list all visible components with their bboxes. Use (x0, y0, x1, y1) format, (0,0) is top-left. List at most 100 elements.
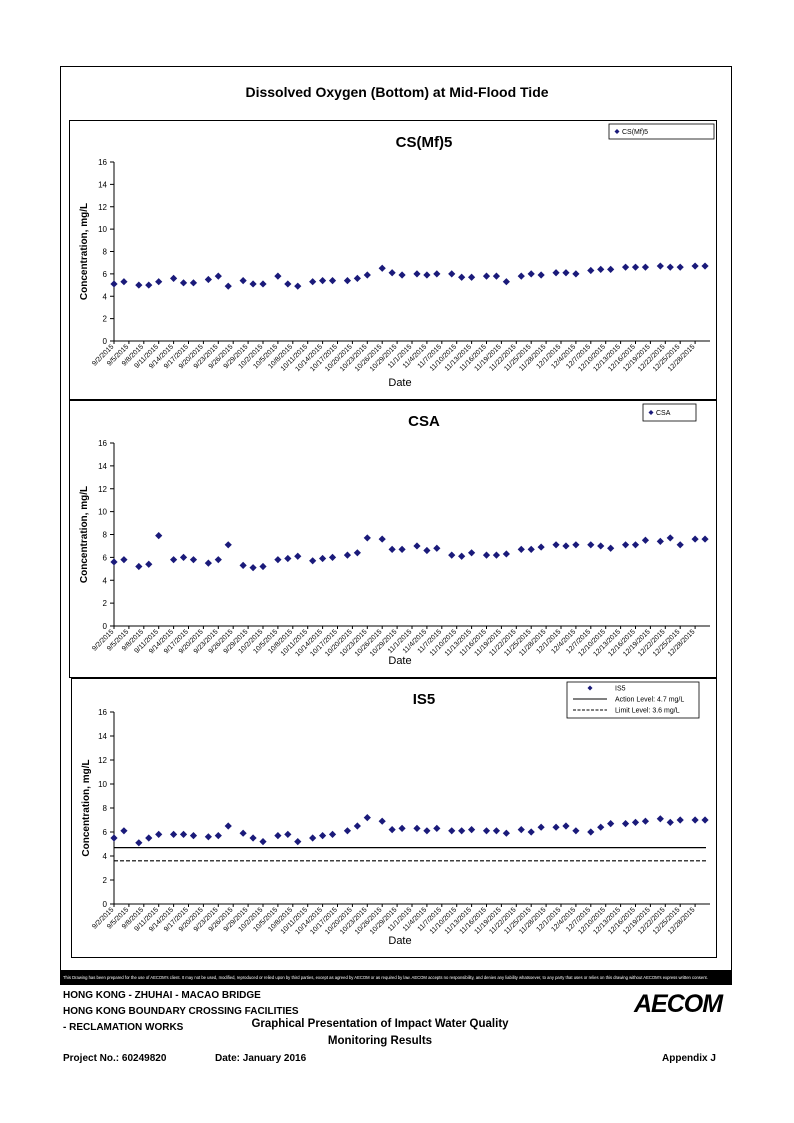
chart-area-border (69, 120, 717, 400)
data-point (597, 823, 605, 831)
data-point (482, 272, 491, 280)
data-point (597, 542, 605, 550)
data-point (259, 562, 267, 571)
data-point (656, 815, 664, 823)
data-point (145, 834, 153, 842)
legend-marker (614, 129, 620, 134)
data-point (458, 273, 466, 281)
chart-legend: CS(Mf)5 (608, 123, 715, 140)
data-point (641, 817, 650, 825)
data-point (656, 262, 664, 270)
y-tick-label: 2 (103, 315, 108, 324)
footer-project-line1: HONG KONG - ZHUHAI - MACAO BRIDGE (63, 990, 261, 1001)
data-point (641, 536, 650, 544)
data-point (259, 838, 267, 846)
data-point (517, 272, 525, 280)
data-point (155, 532, 163, 540)
data-point (701, 535, 709, 543)
y-tick-label: 12 (98, 485, 107, 494)
y-axis-label: Concentration, mg/L (81, 759, 92, 856)
y-tick-label: 8 (103, 531, 108, 540)
data-point (413, 270, 421, 278)
data-point (353, 822, 361, 830)
data-point (587, 828, 595, 836)
y-tick-label: 0 (103, 622, 108, 631)
footer-date: Date: January 2016 (215, 1053, 307, 1064)
y-axis-label: Concentration, mg/L (79, 203, 90, 300)
data-point (179, 279, 188, 287)
data-point (587, 541, 595, 549)
data-point (468, 826, 476, 834)
data-point (155, 278, 163, 286)
data-point (517, 826, 525, 834)
data-point (189, 279, 198, 287)
data-point (562, 542, 570, 550)
data-point (691, 535, 699, 543)
data-point (224, 541, 232, 549)
data-point (388, 826, 396, 834)
chart-legend: IS5 Action Level: 4.7 mg/L Limit Level: 3.… (566, 681, 700, 719)
y-tick-label: 8 (103, 804, 108, 813)
data-point (204, 559, 212, 567)
data-point (423, 271, 431, 279)
y-tick-label: 0 (103, 337, 108, 346)
main-title: Dissolved Oxygen (Bottom) at Mid-Flood T… (245, 84, 549, 100)
data-point (517, 545, 525, 553)
x-axis-label: Date (388, 655, 411, 667)
x-axis-label: Date (388, 377, 411, 389)
legend-box (642, 403, 697, 422)
data-point (259, 280, 267, 288)
legend-box (608, 123, 715, 140)
y-tick-label: 2 (103, 876, 108, 885)
y-tick-label: 10 (98, 225, 107, 234)
data-point (204, 833, 212, 841)
data-point (676, 541, 684, 549)
data-point (448, 827, 456, 835)
aecom-logo: AECOM (634, 990, 723, 1018)
y-tick-label: 16 (98, 708, 107, 717)
y-tick-label: 6 (103, 828, 108, 837)
y-tick-label: 6 (103, 553, 108, 562)
data-point (239, 829, 247, 837)
y-axis-label: Concentration, mg/L (79, 486, 90, 583)
chart-title: CS(Mf)5 (396, 134, 453, 151)
chart-area-border (69, 400, 717, 678)
data-point (562, 822, 570, 830)
data-point (135, 281, 143, 289)
footer-title-line2: Monitoring Results (327, 1035, 433, 1047)
y-tick-label: 4 (103, 292, 108, 301)
data-point (179, 553, 188, 561)
legend-label: Limit Level: 3.6 mg/L (615, 708, 680, 715)
data-point (224, 822, 232, 830)
footer-appendix: Appendix J (662, 1053, 716, 1064)
data-point (527, 828, 535, 836)
data-point (214, 272, 222, 280)
data-point (110, 834, 118, 842)
y-tick-label: 10 (98, 508, 107, 517)
data-point (353, 274, 361, 282)
y-tick-label: 14 (98, 462, 107, 471)
data-point (249, 834, 257, 842)
data-point (701, 262, 709, 270)
y-tick-label: 16 (98, 158, 107, 167)
footer-title-line1: Graphical Presentation of Impact Water Q… (251, 1018, 509, 1030)
data-point (482, 827, 491, 835)
data-point (691, 816, 699, 824)
data-point (145, 281, 153, 289)
legend-marker (587, 685, 593, 691)
data-point (527, 270, 535, 278)
data-point (502, 278, 510, 286)
data-point (631, 541, 640, 549)
y-tick-label: 10 (98, 780, 107, 789)
legend-label: CSA (656, 410, 671, 417)
legend-label: Action Level: 4.7 mg/L (615, 697, 684, 704)
data-point (701, 816, 709, 824)
footer-project-line3: - RECLAMATION WORKS (63, 1022, 184, 1033)
data-point (572, 270, 580, 278)
y-tick-label: 16 (98, 439, 107, 448)
data-point (537, 271, 545, 279)
footer-project-line2: HONG KONG BOUNDARY CROSSING FACILITIES (63, 1006, 299, 1017)
